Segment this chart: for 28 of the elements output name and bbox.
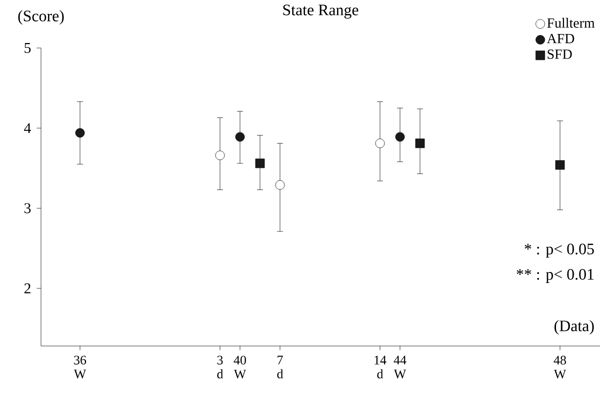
y-axis-title: (Score) bbox=[18, 10, 64, 25]
point bbox=[235, 132, 245, 142]
legend-label: SFD bbox=[548, 50, 572, 59]
legend-label: AFD bbox=[546, 34, 574, 44]
chart-title: State Range bbox=[283, 4, 358, 19]
x-tick-label: 48 W bbox=[554, 356, 566, 379]
x-tick-label: 7 d bbox=[277, 356, 284, 378]
y-tick-label: 2 bbox=[24, 283, 30, 294]
point bbox=[275, 180, 285, 190]
point bbox=[375, 138, 385, 148]
x-tick-label: 14 d bbox=[374, 356, 386, 378]
point bbox=[555, 160, 565, 170]
x-tick-label: 36 W bbox=[74, 356, 86, 378]
point bbox=[395, 132, 405, 142]
point bbox=[215, 150, 225, 160]
annotation: * : p< 0.05 bbox=[524, 244, 594, 258]
y-tick-label: 3 bbox=[24, 203, 31, 214]
annotation: ** : p< 0.01 bbox=[516, 268, 594, 283]
x-tick-label: 40 W bbox=[234, 356, 246, 379]
point bbox=[415, 138, 425, 148]
x-tick-label: 3 d bbox=[217, 356, 224, 378]
x-tick-label: 44 W bbox=[394, 356, 406, 378]
point bbox=[75, 128, 85, 138]
y-tick-label: 5 bbox=[24, 43, 31, 53]
x-axis-title: (Data) bbox=[554, 320, 594, 335]
point bbox=[255, 158, 265, 168]
legend-label: Fullterm bbox=[547, 18, 595, 28]
y-tick-label: 4 bbox=[24, 123, 31, 134]
